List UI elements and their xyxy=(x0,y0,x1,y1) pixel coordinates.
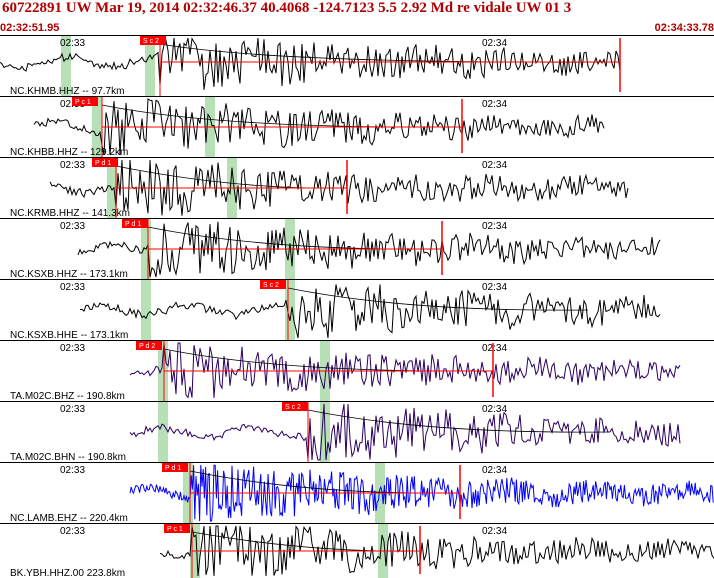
phase-pick-tag[interactable] xyxy=(92,158,118,167)
phase-pick-tag[interactable] xyxy=(164,524,190,533)
phase-pick-tag[interactable] xyxy=(72,97,98,106)
trace-row[interactable]: 02:33 02:34 S c 2 TA.M02C.BHN -- 190.8km xyxy=(0,402,714,463)
phase-pick-tag[interactable] xyxy=(140,36,166,45)
time-tick-label: 02:33 xyxy=(60,160,85,171)
station-label: TA.M02C.BHN -- 190.8km xyxy=(10,452,126,463)
time-tick-label: 02:33 xyxy=(60,404,85,415)
time-tick-label: 02:33 xyxy=(60,38,85,49)
waveform xyxy=(79,284,661,339)
phase-pick-tag[interactable] xyxy=(260,280,286,289)
time-tick-label: 02:33 xyxy=(60,465,85,476)
time-tick-label: 02:34 xyxy=(482,160,507,171)
pick-window xyxy=(158,402,168,462)
pick-window xyxy=(92,97,102,157)
phase-pick-tag[interactable] xyxy=(136,341,162,350)
time-tick-label: 02:34 xyxy=(482,38,507,49)
station-label: NC.KHMB.HHZ -- 97.7km xyxy=(10,86,124,97)
time-tick-label: 02:33 xyxy=(60,343,85,354)
pick-window xyxy=(158,341,168,401)
phase-pick-text: S c 2 xyxy=(143,38,159,45)
time-tick-label: 02:33 xyxy=(60,282,85,293)
phase-pick-text: P d 1 xyxy=(125,221,141,228)
phase-pick-text: P d 1 xyxy=(95,160,111,167)
station-label: NC.KSXB.HHZ -- 173.1km xyxy=(10,269,128,280)
station-label: BK.YBH.HHZ.00 223.8km xyxy=(10,568,125,578)
trace-row[interactable]: 02:33 02:34 P d 2 TA.M02C.BHZ -- 190.8km xyxy=(0,341,714,402)
pick-window xyxy=(145,36,155,96)
waveform xyxy=(33,98,605,156)
time-tick-label: 02:33 xyxy=(60,526,85,537)
phase-pick-text: P c 1 xyxy=(75,99,91,106)
station-label: NC.KHBB.HHZ -- 129.2km xyxy=(10,147,128,158)
phase-pick-text: P d 1 xyxy=(165,465,181,472)
waveform xyxy=(0,37,621,90)
phase-pick-text: S c 2 xyxy=(263,282,279,289)
waveform xyxy=(77,221,661,278)
time-tick-label: 02:34 xyxy=(482,404,507,415)
phase-pick-tag[interactable] xyxy=(122,219,148,228)
pick-window xyxy=(107,158,117,218)
time-tick-label: 02:34 xyxy=(482,343,507,354)
trace-row[interactable]: 02:33 02:34 P d 1 NC.KRMB.HHZ -- 141.3km xyxy=(0,158,714,219)
pick-window xyxy=(285,280,295,340)
station-label: TA.M02C.BHZ -- 190.8km xyxy=(10,391,125,402)
trace-row[interactable]: 02:33 02:34 P c 1 BK.YBH.HHZ.00 223.8km xyxy=(0,524,714,578)
waveform xyxy=(129,342,681,399)
trace-row[interactable]: 02:33 02:34 P d 1 NC.KSXB.HHZ -- 173.1km xyxy=(0,219,714,280)
time-tick-label: 02:33 xyxy=(60,221,85,232)
phase-pick-text: P c 1 xyxy=(167,526,183,533)
trace-row[interactable]: 02:33 02:34 S c 2 NC.KSXB.HHE -- 173.1km xyxy=(0,280,714,341)
waveform xyxy=(129,464,714,522)
event-title: 60722891 UW Mar 19, 2014 02:32:46.37 40.… xyxy=(2,0,572,16)
coda-curve xyxy=(307,409,609,433)
station-label: NC.LAMB.EHZ -- 220.4km xyxy=(10,513,128,524)
waveform xyxy=(159,525,714,577)
coda-curve xyxy=(287,287,589,311)
phase-pick-tag[interactable] xyxy=(162,463,188,472)
phase-pick-text: P d 2 xyxy=(139,343,155,350)
phase-pick-tag[interactable] xyxy=(282,402,308,411)
pick-window xyxy=(141,280,151,340)
time-tick-label: 02:34 xyxy=(482,465,507,476)
waveform xyxy=(129,403,681,461)
time-tick-label: 02:34 xyxy=(482,221,507,232)
window-end-time: 02:34:33.78 xyxy=(654,22,714,34)
coda-curve xyxy=(101,104,463,128)
time-tick-label: 02:34 xyxy=(482,282,507,293)
phase-pick-text: S c 2 xyxy=(285,404,301,411)
station-label: NC.KSXB.HHE -- 173.1km xyxy=(10,330,128,341)
window-start-time: 02:32:51.95 xyxy=(0,22,60,34)
station-label: NC.KRMB.HHZ -- 141.3km xyxy=(10,208,130,219)
header-bar: 60722891 UW Mar 19, 2014 02:32:46.37 40.… xyxy=(0,0,714,34)
time-tick-label: 02:34 xyxy=(482,526,507,537)
trace-row[interactable]: 02:33 02:34 S c 2 NC.KHMB.HHZ -- 97.7km xyxy=(0,36,714,97)
time-tick-label: 02:34 xyxy=(482,99,507,110)
pick-window xyxy=(183,463,193,523)
waveform xyxy=(49,159,629,216)
trace-row[interactable]: 02:33 02:34 P d 1 NC.LAMB.EHZ -- 220.4km xyxy=(0,463,714,524)
pick-window xyxy=(61,36,71,96)
